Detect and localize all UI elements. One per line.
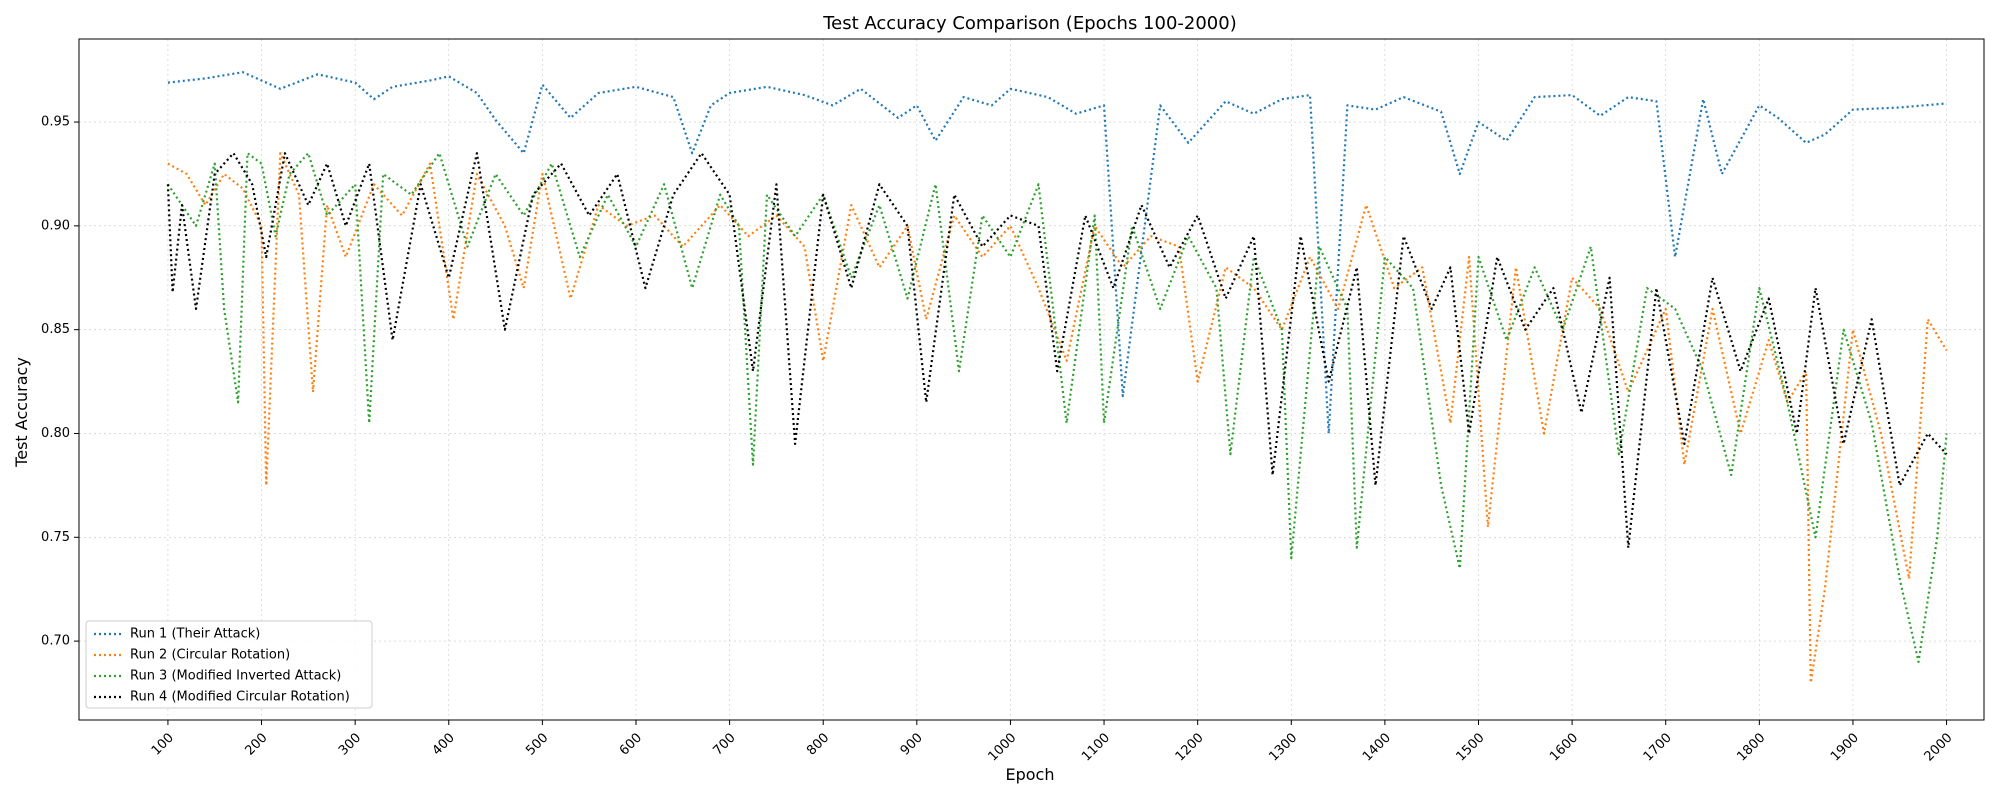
- grid: [79, 39, 1984, 720]
- legend-label: Run 2 (Circular Rotation): [130, 648, 290, 663]
- x-tick-label: 100: [149, 730, 177, 758]
- series-line-run-1: [167, 71, 1947, 435]
- series-line-run-2: [167, 152, 1948, 684]
- x-tick-label: 2000: [1922, 730, 1956, 764]
- y-tick-label: 0.80: [41, 426, 70, 441]
- series-line-run-3: [166, 152, 1948, 664]
- x-tick-label: 300: [336, 730, 364, 758]
- y-axis-label: Test Accuracy: [12, 357, 31, 468]
- series-layer: [166, 71, 1948, 684]
- x-tick-label: 700: [710, 730, 738, 758]
- y-tick-label: 0.85: [41, 322, 70, 337]
- legend-label: Run 1 (Their Attack): [130, 627, 260, 642]
- legend: Run 1 (Their Attack) Run 2 (Circular Rota…: [85, 620, 373, 709]
- x-tick-label: 1900: [1828, 730, 1862, 764]
- x-tick-label: 900: [898, 730, 926, 758]
- y-tick-label: 0.70: [41, 634, 70, 649]
- x-tick-label: 1700: [1641, 730, 1675, 764]
- x-tick-label: 200: [242, 730, 270, 758]
- x-tick-label: 1100: [1079, 730, 1113, 764]
- series-line-run-4: [166, 152, 1948, 549]
- x-tick-label: 1000: [985, 730, 1019, 764]
- x-tick-label: 500: [523, 730, 551, 758]
- x-tick-label: 1200: [1173, 730, 1207, 764]
- legend-box: [85, 620, 373, 709]
- x-tick-label: 1800: [1734, 730, 1768, 764]
- plot-frame: [78, 38, 1985, 721]
- x-tick-label: 400: [430, 730, 458, 758]
- legend-label: Run 4 (Modified Circular Rotation): [130, 690, 350, 705]
- x-tick-label: 1600: [1547, 730, 1581, 764]
- x-tick-label: 1400: [1360, 730, 1394, 764]
- x-tick-label: 800: [804, 730, 832, 758]
- x-tick-label: 1500: [1454, 730, 1488, 764]
- y-tick-label: 0.90: [41, 218, 70, 233]
- x-tick-label: 1300: [1266, 730, 1300, 764]
- legend-label: Run 3 (Modified Inverted Attack): [130, 669, 341, 684]
- y-axis-ticks: 0.70 0.75 0.80 0.85 0.90 0.95: [41, 115, 79, 649]
- x-tick-label: 600: [617, 730, 645, 758]
- y-tick-label: 0.95: [41, 115, 70, 130]
- x-axis-label: Epoch: [1006, 765, 1055, 784]
- chart-title: Test Accuracy Comparison (Epochs 100-200…: [822, 13, 1236, 34]
- y-tick-label: 0.75: [41, 530, 70, 545]
- x-axis-ticks: 100 200 300 400 500 600 700 800 900 1000 1100 1200 1…: [149, 720, 1956, 764]
